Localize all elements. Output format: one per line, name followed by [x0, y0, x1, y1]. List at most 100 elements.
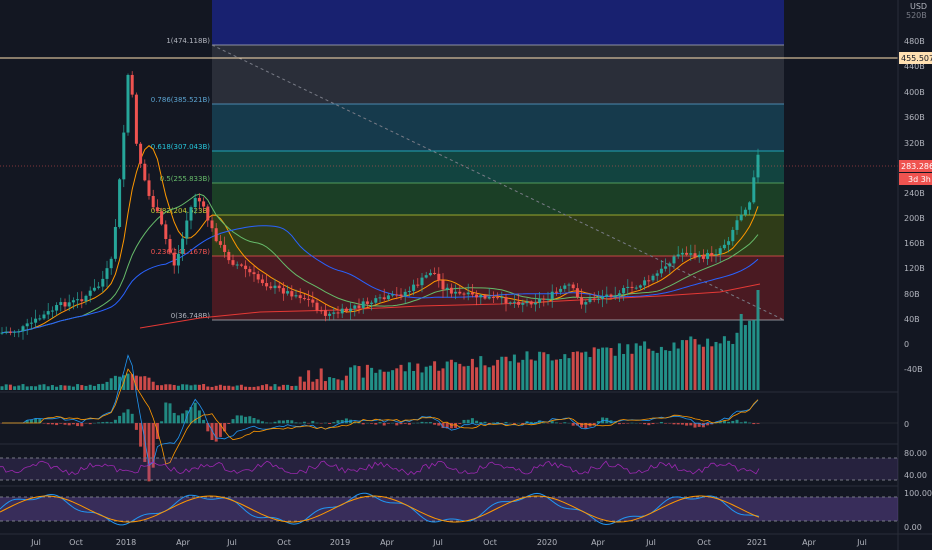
volume-bar: [118, 376, 122, 390]
candle-body: [168, 239, 172, 253]
volume-bar: [664, 350, 668, 390]
candle-body: [193, 197, 197, 208]
time-tick: Jul: [432, 538, 443, 547]
macd-histogram-bar: [437, 423, 441, 426]
candle-body: [4, 331, 8, 333]
fib-retracement-zones[interactable]: [212, 0, 784, 320]
candle-body: [118, 179, 122, 227]
candle-body: [462, 293, 466, 295]
price-tick: 360B: [904, 113, 925, 122]
candle-body: [399, 294, 403, 297]
macd-histogram-bar: [269, 422, 273, 424]
price-tick: 240B: [904, 189, 925, 198]
volume-bar: [697, 344, 701, 390]
candle-body: [668, 263, 672, 267]
candle-body: [697, 254, 701, 258]
rsi-lower-label: 40.00: [904, 471, 927, 480]
candle-body: [357, 305, 361, 308]
macd-histogram-bar: [496, 422, 500, 424]
candle-body: [676, 254, 680, 257]
candle-body: [353, 305, 357, 309]
macd-histogram-bar: [441, 423, 445, 429]
candle-body: [743, 209, 747, 215]
volume-bar: [571, 351, 575, 390]
stoch-pane[interactable]: 100.00 0.00: [0, 489, 932, 532]
macd-histogram-bar: [580, 423, 584, 428]
fib-level-label: 0(36.748B): [171, 312, 210, 320]
macd-histogram-bar: [298, 422, 302, 424]
macd-histogram-bar: [122, 412, 126, 424]
price-tick: 200B: [904, 214, 925, 223]
time-axis[interactable]: Jul Oct 2018 Apr Jul Oct 2019 Apr Jul Oct 2020 Apr J…: [30, 538, 867, 547]
macd-histogram-bar: [134, 423, 138, 430]
candle-body: [235, 264, 239, 266]
price-tick: 0: [904, 340, 909, 349]
candle-body: [517, 301, 521, 305]
macd-histogram-bar: [706, 423, 710, 426]
time-tick: 2021: [747, 538, 767, 547]
macd-histogram-bar: [277, 420, 281, 424]
candle-body: [395, 294, 399, 296]
volume-bar: [386, 371, 390, 390]
macd-histogram-bar: [88, 423, 92, 425]
candle-body: [424, 275, 428, 278]
moving-average-line: [1, 225, 759, 334]
macd-histogram-bar: [718, 421, 722, 424]
candle-body: [538, 298, 542, 303]
candle-body: [340, 308, 344, 314]
macd-histogram-bar: [286, 419, 290, 424]
volume-bar: [378, 369, 382, 390]
volume-bar: [248, 386, 252, 390]
candlesticks[interactable]: [0, 71, 760, 340]
volume-bar: [668, 350, 672, 390]
candle-body: [437, 273, 441, 281]
candle-body: [588, 298, 592, 303]
candle-body: [0, 332, 4, 334]
candle-body: [542, 298, 546, 300]
candle-body: [126, 74, 130, 133]
fib-trend-line[interactable]: [211, 44, 785, 321]
volume-bar: [63, 385, 67, 390]
macd-histogram-bar: [29, 419, 33, 424]
volume-bar: [445, 361, 449, 390]
macd-signal-line: [2, 368, 759, 465]
macd-pane[interactable]: [0, 354, 898, 482]
candle-body: [412, 284, 416, 291]
volume-bar: [189, 385, 193, 390]
volume-bar: [748, 320, 752, 390]
fib-level-label: 0.382(204.623B): [151, 207, 211, 215]
volume-bar: [71, 386, 75, 390]
volume-bar: [281, 384, 285, 390]
candle-body: [512, 301, 516, 303]
volume-bar: [533, 360, 537, 390]
volume-bar: [588, 357, 592, 390]
volume-bar: [512, 354, 516, 390]
volume-bar: [210, 386, 214, 390]
countdown-label: 3d 3h: [908, 175, 931, 184]
volume-bar: [601, 347, 605, 390]
volume-bar: [399, 364, 403, 390]
volume-bar: [349, 367, 353, 390]
macd-histogram-bar: [210, 423, 214, 440]
macd-histogram-bar: [126, 409, 130, 424]
candle-body: [46, 311, 50, 315]
candle-body: [139, 143, 143, 164]
price-axis[interactable]: USD 520B 480B 440B 400B 360B 320B 240B 200B 160…: [897, 0, 927, 550]
macd-histogram-bar: [756, 423, 760, 424]
candle-body: [336, 312, 340, 314]
macd-histogram-bar: [454, 423, 458, 428]
macd-histogram-bar: [50, 423, 54, 425]
candle-body: [8, 331, 12, 333]
candle-body: [487, 296, 491, 299]
candle-body: [21, 326, 25, 332]
volume-bar: [105, 381, 109, 390]
macd-histogram-bar: [147, 423, 151, 482]
volume-bar: [21, 384, 25, 390]
fib-level-label: 0.618(307.043B): [151, 143, 211, 151]
candle-body: [248, 269, 252, 273]
candle-body: [239, 264, 243, 266]
candle-body: [34, 318, 38, 323]
price-tick: 320B: [904, 139, 925, 148]
rsi-pane[interactable]: 80.00 40.00: [0, 449, 927, 481]
